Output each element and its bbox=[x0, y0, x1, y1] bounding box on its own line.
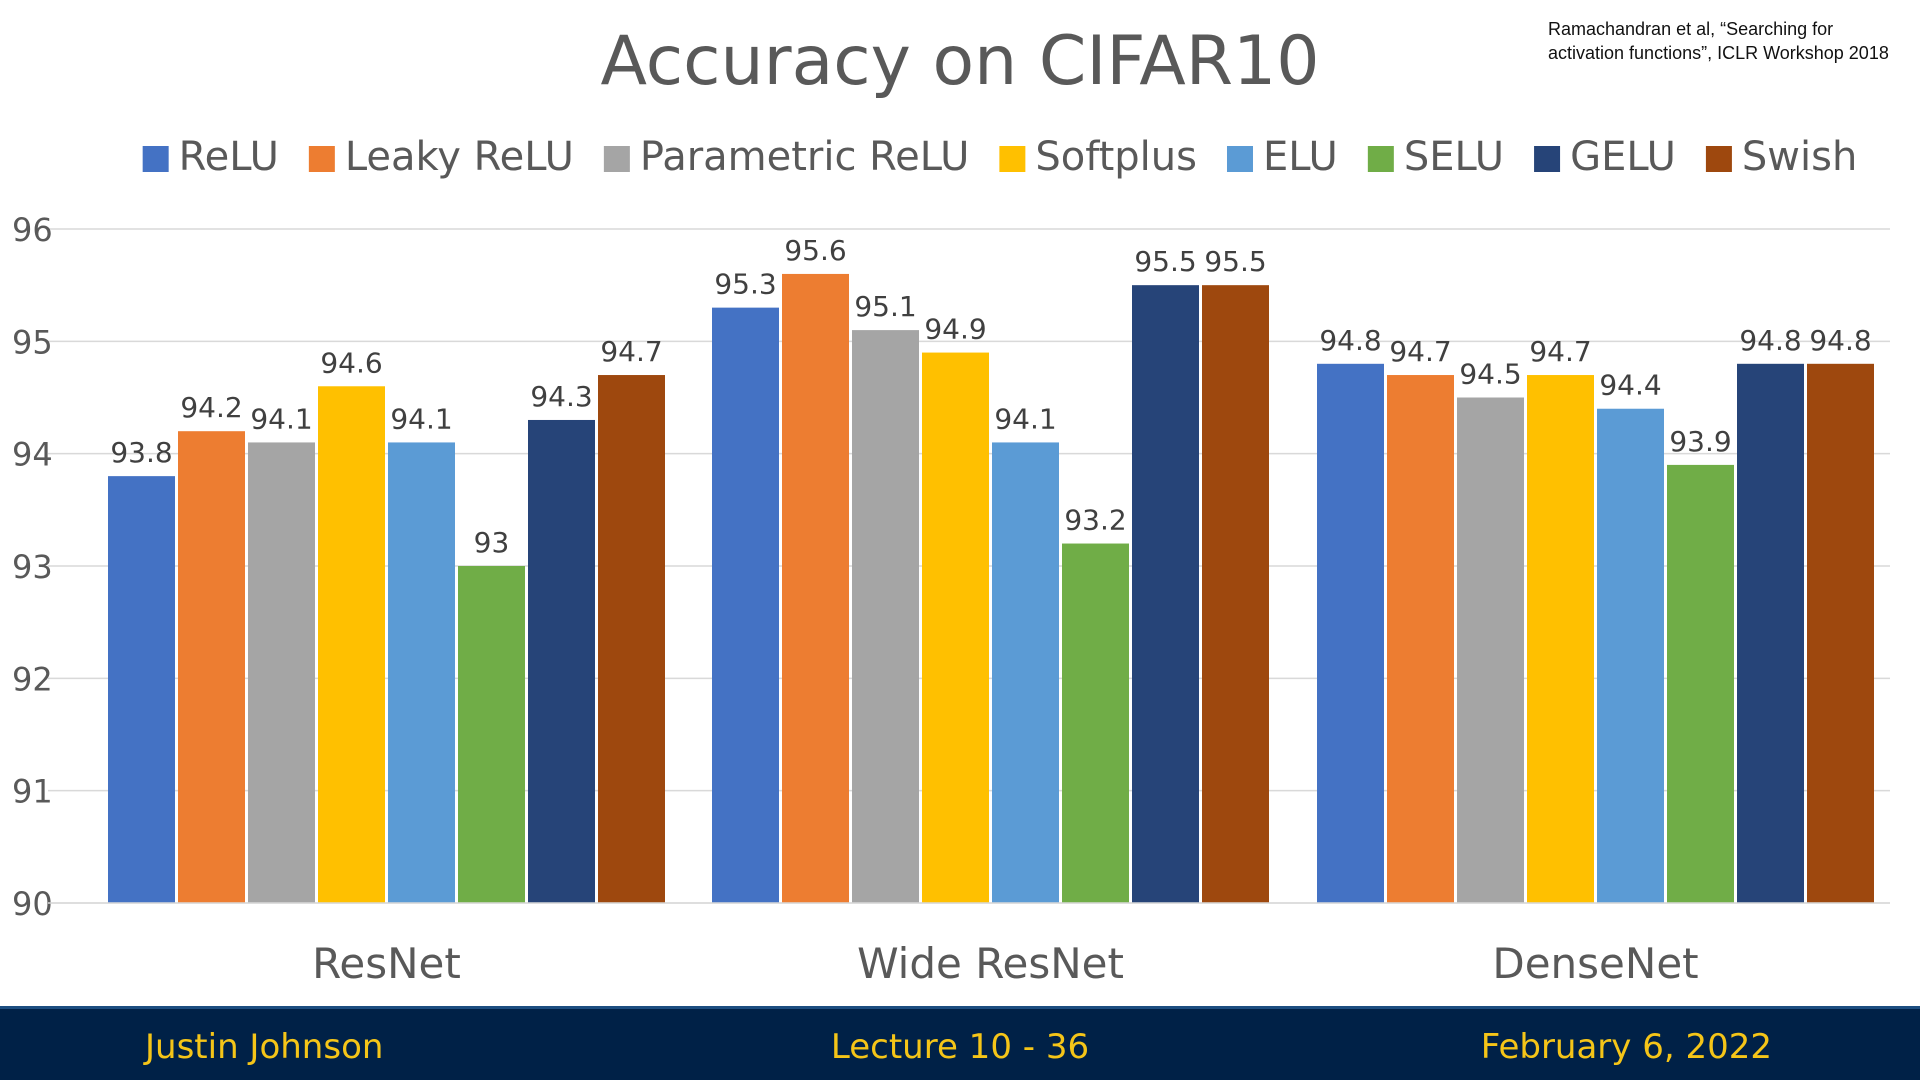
bar-resnet-softplus bbox=[318, 386, 385, 903]
data-label: 94.7 bbox=[600, 335, 662, 368]
bar-densenet-gelu bbox=[1737, 363, 1804, 903]
y-tick-label: 95 bbox=[12, 323, 53, 361]
legend-swatch bbox=[1534, 146, 1561, 172]
data-label: 94.1 bbox=[250, 402, 312, 435]
x-axis: ResNet Wide ResNet DenseNet bbox=[48, 902, 1890, 988]
data-label: 95.5 bbox=[1134, 245, 1196, 278]
data-label: 94.4 bbox=[1599, 369, 1661, 402]
legend-item-elu: ELU bbox=[1226, 134, 1338, 180]
data-label: 94.5 bbox=[1459, 358, 1521, 391]
bar-densenet-leaky-relu bbox=[1387, 375, 1454, 903]
footer-date: February 6, 2022 bbox=[1480, 1027, 1772, 1067]
legend-label: Softplus bbox=[1035, 134, 1197, 180]
bar-wide-resnet-softplus bbox=[922, 352, 989, 904]
legend-swatch bbox=[603, 146, 630, 172]
data-label: 94.8 bbox=[1809, 324, 1871, 357]
data-label: 95.6 bbox=[784, 234, 846, 267]
bar-densenet-softplus bbox=[1527, 375, 1594, 903]
bar-resnet-elu bbox=[388, 442, 455, 903]
bar-wide-resnet-parametric-relu bbox=[852, 330, 919, 904]
bar-resnet-gelu bbox=[528, 419, 595, 903]
legend-label: Leaky ReLU bbox=[345, 134, 574, 180]
bar-densenet-elu bbox=[1597, 408, 1664, 903]
bar-chart: ReLU Leaky ReLU Parametric ReLU Softplus ELU… bbox=[12, 134, 1890, 988]
data-label: 95.5 bbox=[1204, 245, 1266, 278]
data-label: 93.2 bbox=[1064, 504, 1126, 537]
legend-swatch bbox=[1367, 146, 1394, 172]
data-label: 94.9 bbox=[924, 313, 986, 346]
legend-swatch bbox=[1226, 146, 1253, 172]
x-category-label: DenseNet bbox=[1492, 939, 1698, 988]
bar-wide-resnet-relu bbox=[712, 307, 779, 904]
legend-label: Parametric ReLU bbox=[640, 134, 970, 180]
bar-resnet-swish bbox=[598, 375, 665, 903]
legend-swatch bbox=[1705, 146, 1732, 172]
legend-item-softplus: Softplus bbox=[999, 134, 1197, 180]
y-tick-label: 93 bbox=[12, 548, 53, 586]
legend-item-gelu: GELU bbox=[1534, 134, 1676, 180]
legend-swatch bbox=[142, 146, 169, 172]
bar-resnet-leaky-relu bbox=[178, 431, 245, 903]
x-category-label: ResNet bbox=[312, 939, 461, 988]
legend-item-swish: Swish bbox=[1705, 134, 1857, 180]
data-label: 94.2 bbox=[180, 391, 242, 424]
y-tick-label: 91 bbox=[12, 773, 53, 811]
citation-line-2: activation functions”, ICLR Workshop 201… bbox=[1548, 43, 1889, 63]
citation: Ramachandran et al, “Searching for activ… bbox=[1548, 17, 1908, 65]
bar-densenet-selu bbox=[1667, 464, 1734, 903]
legend-swatch bbox=[999, 146, 1026, 172]
y-tick-label: 92 bbox=[12, 660, 53, 698]
data-label: 94.1 bbox=[390, 402, 452, 435]
bar-densenet-swish bbox=[1807, 363, 1874, 903]
data-label: 94.8 bbox=[1319, 324, 1381, 357]
chart-bars bbox=[108, 273, 1874, 904]
chart-title: Accuracy on CIFAR10 bbox=[600, 22, 1320, 101]
bar-wide-resnet-swish bbox=[1202, 285, 1269, 904]
chart-legend: ReLU Leaky ReLU Parametric ReLU Softplus ELU… bbox=[142, 134, 1857, 180]
y-tick-label: 90 bbox=[12, 885, 53, 923]
bar-densenet-relu bbox=[1317, 363, 1384, 903]
footer-bar: Justin Johnson Lecture 10 - 36 February … bbox=[0, 1006, 1920, 1080]
legend-item-parametric-relu: Parametric ReLU bbox=[603, 134, 970, 180]
legend-label: ReLU bbox=[179, 134, 279, 180]
data-label: 95.1 bbox=[854, 290, 916, 323]
legend-label: GELU bbox=[1570, 134, 1676, 180]
footer-lecture: Lecture 10 - 36 bbox=[830, 1027, 1090, 1067]
legend-label: Swish bbox=[1742, 134, 1857, 180]
data-label: 93.8 bbox=[110, 436, 172, 469]
data-label: 94.7 bbox=[1389, 335, 1451, 368]
legend-item-leaky-relu: Leaky ReLU bbox=[308, 134, 574, 180]
legend-item-relu: ReLU bbox=[142, 134, 279, 180]
legend-item-selu: SELU bbox=[1367, 134, 1504, 180]
bar-wide-resnet-elu bbox=[992, 442, 1059, 903]
citation-line-1: Ramachandran et al, “Searching for bbox=[1548, 19, 1834, 39]
bar-wide-resnet-selu bbox=[1062, 543, 1129, 903]
data-label: 94.1 bbox=[994, 402, 1056, 435]
legend-swatch bbox=[308, 146, 335, 172]
data-label: 93.9 bbox=[1669, 425, 1731, 458]
bar-resnet-parametric-relu bbox=[248, 442, 315, 903]
bar-resnet-selu bbox=[458, 566, 525, 903]
data-label: 94.8 bbox=[1739, 324, 1801, 357]
bar-wide-resnet-leaky-relu bbox=[782, 273, 849, 903]
data-label: 94.3 bbox=[530, 380, 592, 413]
data-label: 95.3 bbox=[714, 268, 776, 301]
bar-resnet-relu bbox=[108, 476, 175, 903]
data-label: 94.6 bbox=[320, 346, 382, 379]
y-tick-label: 94 bbox=[12, 436, 53, 474]
legend-label: SELU bbox=[1404, 134, 1504, 180]
legend-label: ELU bbox=[1263, 134, 1338, 180]
y-axis: 90 91 92 93 94 95 96 bbox=[12, 211, 53, 923]
data-label: 94.7 bbox=[1529, 335, 1591, 368]
data-labels: 93.894.2 94.194.694.19394.394.795.395.695… bbox=[110, 234, 1871, 559]
x-category-label: Wide ResNet bbox=[857, 939, 1124, 988]
bar-densenet-parametric-relu bbox=[1457, 397, 1524, 903]
data-label: 93 bbox=[474, 526, 510, 559]
bar-wide-resnet-gelu bbox=[1132, 285, 1199, 904]
y-tick-label: 96 bbox=[12, 211, 53, 249]
footer-author: Justin Johnson bbox=[145, 1027, 384, 1067]
